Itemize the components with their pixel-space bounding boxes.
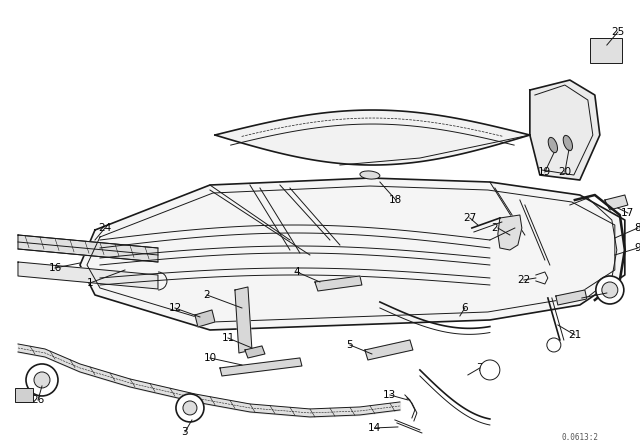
Text: 18: 18 [389, 195, 403, 205]
Polygon shape [530, 80, 600, 180]
Text: 0.0613:2: 0.0613:2 [561, 434, 598, 443]
Circle shape [26, 364, 58, 396]
Ellipse shape [360, 171, 380, 179]
Text: 16: 16 [49, 263, 61, 273]
Polygon shape [556, 290, 587, 305]
Polygon shape [605, 195, 628, 210]
Text: 1: 1 [86, 278, 93, 288]
Text: 3: 3 [182, 427, 188, 437]
Polygon shape [245, 346, 265, 358]
Text: 24: 24 [99, 223, 111, 233]
Text: 13: 13 [383, 390, 397, 400]
Text: 11: 11 [221, 333, 235, 343]
Text: 8: 8 [634, 223, 640, 233]
Circle shape [602, 282, 618, 298]
Polygon shape [18, 235, 158, 262]
Text: 22: 22 [517, 275, 531, 285]
Bar [15, 388, 33, 402]
Polygon shape [215, 110, 530, 165]
Text: 7: 7 [477, 363, 483, 373]
Polygon shape [220, 358, 302, 376]
Text: 14: 14 [368, 423, 381, 433]
Polygon shape [195, 310, 215, 327]
Circle shape [547, 338, 561, 352]
Circle shape [596, 276, 624, 304]
Text: 26: 26 [31, 395, 45, 405]
Text: 21: 21 [568, 330, 582, 340]
Circle shape [34, 372, 50, 388]
Text: 5: 5 [347, 340, 353, 350]
Text: 25: 25 [611, 27, 625, 37]
Text: 15: 15 [600, 288, 614, 298]
Text: 23: 23 [492, 223, 504, 233]
Text: 19: 19 [538, 167, 552, 177]
Circle shape [480, 360, 500, 380]
Polygon shape [80, 178, 625, 330]
Polygon shape [315, 276, 362, 291]
Circle shape [183, 401, 197, 415]
Text: 17: 17 [621, 208, 634, 218]
Text: 6: 6 [461, 303, 468, 313]
Text: 9: 9 [634, 243, 640, 253]
Polygon shape [498, 215, 522, 250]
Polygon shape [365, 340, 413, 360]
Text: 27: 27 [463, 213, 477, 223]
Polygon shape [18, 262, 158, 289]
Ellipse shape [548, 138, 557, 153]
Text: 4: 4 [294, 267, 300, 277]
Text: 12: 12 [168, 303, 182, 313]
Circle shape [176, 394, 204, 422]
Text: 2: 2 [204, 290, 211, 300]
Polygon shape [235, 287, 252, 353]
Text: 20: 20 [558, 167, 572, 177]
Text: 10: 10 [204, 353, 216, 363]
Ellipse shape [563, 135, 573, 151]
Bar [590, 38, 622, 63]
